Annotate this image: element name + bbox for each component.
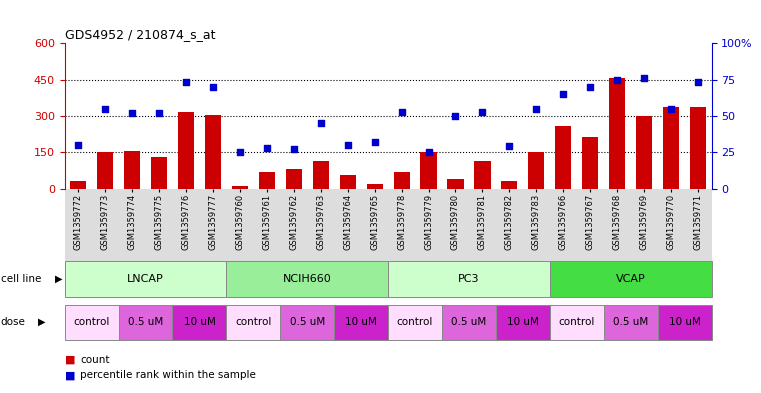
Point [665, 105, 677, 112]
Bar [388, 305, 442, 340]
Bar [65, 261, 227, 297]
Point [557, 91, 569, 97]
Point [288, 146, 300, 152]
Text: dose: dose [1, 317, 26, 327]
Bar [151, 157, 167, 189]
Point [314, 120, 326, 126]
Text: 0.5 uM: 0.5 uM [290, 317, 325, 327]
Text: 10 uM: 10 uM [507, 317, 539, 327]
Bar [528, 152, 544, 189]
Bar [334, 305, 388, 340]
Text: GDS4952 / 210874_s_at: GDS4952 / 210874_s_at [65, 28, 215, 40]
Text: count: count [80, 354, 110, 365]
Bar [259, 172, 275, 189]
Bar [474, 161, 491, 189]
Point [611, 76, 623, 83]
Bar [393, 172, 409, 189]
Bar [421, 152, 437, 189]
Bar [119, 305, 173, 340]
Bar [609, 78, 626, 189]
Text: ■: ■ [65, 370, 75, 380]
Bar [205, 115, 221, 189]
Text: LNCAP: LNCAP [127, 274, 164, 284]
Bar [388, 261, 550, 297]
Bar [173, 305, 227, 340]
Bar [367, 184, 383, 189]
Bar [501, 181, 517, 189]
Bar [550, 305, 603, 340]
Bar [178, 112, 194, 189]
Point [180, 79, 192, 86]
Text: PC3: PC3 [458, 274, 479, 284]
Text: cell line: cell line [1, 274, 41, 284]
Point [503, 143, 515, 150]
Point [584, 84, 597, 90]
Point [153, 110, 165, 116]
Bar [603, 305, 658, 340]
Text: ■: ■ [65, 354, 75, 365]
Text: 10 uM: 10 uM [669, 317, 701, 327]
Bar [636, 116, 652, 189]
Text: 0.5 uM: 0.5 uM [451, 317, 486, 327]
Bar [556, 126, 572, 189]
Bar [65, 305, 119, 340]
Bar [339, 175, 356, 189]
Point [638, 75, 650, 81]
Text: ▶: ▶ [38, 317, 46, 327]
Text: percentile rank within the sample: percentile rank within the sample [80, 370, 256, 380]
Bar [227, 261, 388, 297]
Point [342, 142, 354, 148]
Bar [550, 261, 712, 297]
Text: control: control [74, 317, 110, 327]
Point [692, 79, 704, 86]
Point [99, 105, 111, 112]
Text: 0.5 uM: 0.5 uM [613, 317, 648, 327]
Point [422, 149, 435, 155]
Point [72, 142, 84, 148]
Point [450, 113, 462, 119]
Bar [690, 107, 706, 189]
Point [261, 145, 273, 151]
Bar [582, 136, 598, 189]
Bar [313, 161, 329, 189]
Text: VCAP: VCAP [616, 274, 645, 284]
Point [234, 149, 246, 155]
Point [396, 108, 408, 115]
Bar [663, 107, 679, 189]
Bar [124, 151, 140, 189]
Bar [232, 186, 248, 189]
Bar [280, 305, 334, 340]
Bar [658, 305, 712, 340]
Text: control: control [559, 317, 595, 327]
Text: 10 uM: 10 uM [183, 317, 215, 327]
Text: 0.5 uM: 0.5 uM [128, 317, 163, 327]
Text: ▶: ▶ [55, 274, 62, 284]
Point [476, 108, 489, 115]
Text: 10 uM: 10 uM [345, 317, 377, 327]
Point [207, 84, 219, 90]
Point [126, 110, 139, 116]
Bar [227, 305, 280, 340]
Bar [70, 181, 86, 189]
Point [530, 105, 543, 112]
Bar [442, 305, 496, 340]
Text: control: control [397, 317, 433, 327]
Point [368, 139, 380, 145]
Text: control: control [235, 317, 272, 327]
Bar [285, 169, 302, 189]
Bar [496, 305, 550, 340]
Bar [97, 152, 113, 189]
Bar [447, 179, 463, 189]
Text: NCIH660: NCIH660 [283, 274, 332, 284]
